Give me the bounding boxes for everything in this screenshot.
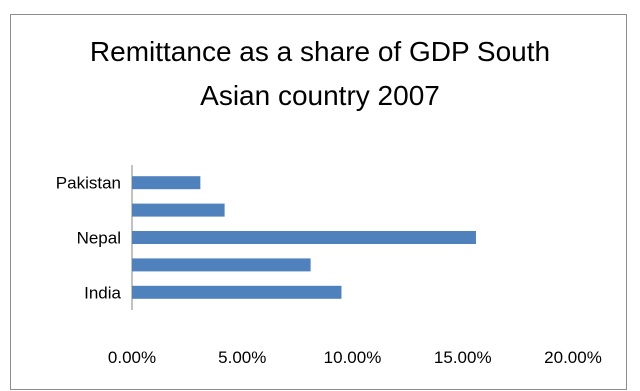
chart-title-line-1: Remittance as a share of GDP South	[89, 36, 551, 67]
y-tick-label: India	[84, 283, 121, 302]
y-tick-label: Nepal	[77, 229, 121, 248]
bar-unlabeled-3	[132, 203, 225, 217]
x-tick-labels: 0.00% 5.00% 10.00% 15.00% 20.00%	[108, 348, 602, 367]
chart-title: Remittance as a share of GDP South Asian…	[0, 30, 640, 118]
bar-unlabeled-1	[132, 258, 311, 272]
x-tick-label: 10.00%	[324, 348, 382, 367]
x-tick-label: 0.00%	[108, 348, 156, 367]
bar-india	[132, 285, 342, 299]
y-tick-label: Pakistan	[56, 174, 121, 193]
x-tick-label: 15.00%	[434, 348, 492, 367]
y-tick-labels: India Nepal Pakistan	[56, 174, 122, 303]
chart-frame	[10, 14, 627, 390]
x-tick-label: 5.00%	[218, 348, 266, 367]
chart-title-line-2: Asian country 2007	[200, 80, 440, 111]
bar-nepal	[132, 231, 476, 244]
bars-group	[132, 176, 476, 299]
x-tick-label: 20.00%	[544, 348, 602, 367]
bar-pakistan	[132, 176, 201, 190]
